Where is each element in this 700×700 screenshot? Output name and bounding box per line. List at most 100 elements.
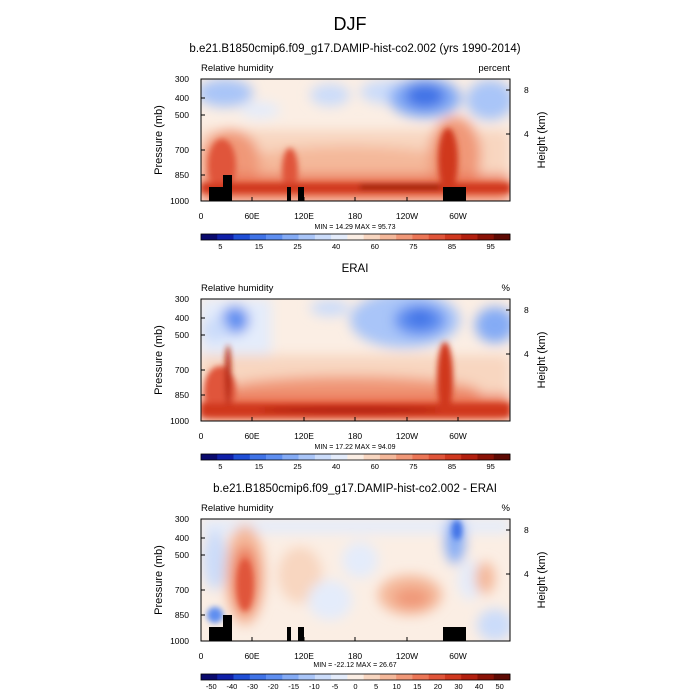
colorbar-tick-label: 60 bbox=[371, 462, 379, 471]
heatmap-field bbox=[201, 79, 510, 201]
colorbar-swatch bbox=[444, 674, 462, 680]
colorbar-tick-label: 5 bbox=[218, 242, 222, 251]
x-tick-label: 60E bbox=[244, 651, 259, 661]
panel-2: b.e21.B1850cmip6.f09_g17.DAMIP-hist-co2.… bbox=[153, 483, 548, 691]
colorbar-swatch bbox=[249, 674, 267, 680]
colorbar-swatch bbox=[379, 234, 397, 240]
colorbar-tick-label: 75 bbox=[409, 462, 417, 471]
y-axis-title: Pressure (mb) bbox=[153, 545, 165, 615]
stats-label: MIN = 14.29 MAX = 95.73 bbox=[315, 224, 396, 231]
colorbar-tick-label: -20 bbox=[268, 682, 279, 691]
colorbar bbox=[200, 673, 511, 681]
y-right-axis-title: Height (km) bbox=[536, 552, 548, 609]
y-right-tick-label: 4 bbox=[524, 569, 529, 579]
colorbar-swatch bbox=[314, 234, 332, 240]
x-axis: 0 60E 120E 180 120W 60W bbox=[199, 417, 467, 441]
colorbar-swatch bbox=[298, 674, 316, 680]
y-tick-label: 1000 bbox=[170, 636, 189, 646]
colorbar-swatch bbox=[331, 234, 348, 240]
colorbar-swatch bbox=[298, 234, 316, 240]
y-right-tick-label: 8 bbox=[524, 525, 529, 535]
y-axis-left: 300 400 500 700 850 1000 bbox=[170, 514, 205, 646]
x-tick-label: 0 bbox=[199, 431, 204, 441]
colorbar-tick-label: 5 bbox=[374, 682, 378, 691]
y-axis-left: 300 400 500 700 850 1000 bbox=[170, 74, 205, 206]
colorbar-tick-label: -15 bbox=[288, 682, 299, 691]
y-right-axis-title: Height (km) bbox=[536, 332, 548, 389]
colorbar-swatch bbox=[201, 454, 218, 460]
colorbar-tick-label: 5 bbox=[218, 462, 222, 471]
colorbar-tick-label: 15 bbox=[413, 682, 421, 691]
colorbar-swatch bbox=[461, 454, 478, 460]
colorbar-swatch bbox=[233, 234, 251, 240]
variable-label: Relative humidity bbox=[201, 283, 274, 294]
y-tick-label: 850 bbox=[175, 610, 189, 620]
panel-title: b.e21.B1850cmip6.f09_g17.DAMIP-hist-co2.… bbox=[213, 483, 497, 495]
y-tick-label: 700 bbox=[175, 585, 189, 595]
colorbar-swatch bbox=[461, 674, 478, 680]
colorbar-swatch bbox=[347, 234, 364, 240]
colorbar-swatch bbox=[493, 234, 511, 240]
panel-0: b.e21.B1850cmip6.f09_g17.DAMIP-hist-co2.… bbox=[153, 43, 548, 251]
colorbar-swatch bbox=[461, 234, 478, 240]
colorbar-swatch bbox=[396, 454, 413, 460]
colorbar-frame bbox=[200, 453, 511, 461]
x-tick-label: 60W bbox=[449, 651, 466, 661]
colorbar-tick-label: 40 bbox=[475, 682, 483, 691]
x-tick-label: 120W bbox=[396, 211, 418, 221]
colorbar-tick-label: 60 bbox=[371, 242, 379, 251]
colorbar-tick-label: 25 bbox=[293, 462, 301, 471]
colorbar-frame bbox=[200, 233, 511, 241]
y-axis-right: 8 4 bbox=[506, 525, 529, 579]
colorbar-tick-label: -5 bbox=[332, 682, 339, 691]
colorbar-swatch bbox=[493, 454, 511, 460]
colorbar-tick-label: 25 bbox=[293, 242, 301, 251]
x-axis: 0 60E 120E 180 120W 60W bbox=[199, 197, 467, 221]
colorbar-swatch bbox=[266, 454, 283, 460]
colorbar-swatch bbox=[249, 454, 267, 460]
colorbar-swatch bbox=[331, 454, 348, 460]
panel-title: b.e21.B1850cmip6.f09_g17.DAMIP-hist-co2.… bbox=[189, 43, 520, 55]
y-tick-label: 400 bbox=[175, 93, 189, 103]
x-tick-label: 0 bbox=[199, 211, 204, 221]
y-tick-label: 850 bbox=[175, 390, 189, 400]
colorbar-tick-label: 95 bbox=[487, 242, 495, 251]
x-tick-label: 180 bbox=[348, 651, 362, 661]
colorbar-swatch bbox=[314, 674, 332, 680]
colorbar-swatch bbox=[201, 674, 218, 680]
x-tick-label: 120W bbox=[396, 651, 418, 661]
colorbar-tick-label: -30 bbox=[247, 682, 258, 691]
y-tick-label: 700 bbox=[175, 145, 189, 155]
y-axis-right: 8 4 bbox=[506, 85, 529, 139]
x-tick-label: 120E bbox=[294, 211, 314, 221]
panel-1: ERAI Relative humidity % bbox=[153, 263, 548, 471]
x-tick-label: 180 bbox=[348, 211, 362, 221]
colorbar-swatch bbox=[428, 674, 446, 680]
colorbar-swatch bbox=[347, 674, 364, 680]
y-right-axis-title: Height (km) bbox=[536, 112, 548, 169]
colorbar-swatch bbox=[298, 454, 316, 460]
units-label: % bbox=[502, 503, 511, 514]
colorbar-tick-label: 40 bbox=[332, 242, 340, 251]
terrain-mask bbox=[209, 615, 466, 641]
y-tick-label: 500 bbox=[175, 330, 189, 340]
colorbar-swatch bbox=[217, 674, 234, 680]
colorbar-tick-label: -50 bbox=[206, 682, 217, 691]
colorbar-tick-label: -10 bbox=[309, 682, 320, 691]
variable-label: Relative humidity bbox=[201, 63, 274, 74]
colorbar-swatch bbox=[412, 454, 429, 460]
colorbar-swatch bbox=[266, 674, 283, 680]
colorbar-swatch bbox=[363, 454, 381, 460]
colorbar-tick-label: 50 bbox=[496, 682, 504, 691]
colorbar-swatch bbox=[428, 454, 446, 460]
units-label: % bbox=[502, 283, 511, 294]
colorbar-swatch bbox=[396, 674, 413, 680]
panel-title: ERAI bbox=[342, 263, 369, 275]
colorbar-tick-label: 40 bbox=[332, 462, 340, 471]
colorbar-tick-label: 85 bbox=[448, 462, 456, 471]
colorbar bbox=[200, 233, 511, 241]
x-tick-label: 60E bbox=[244, 211, 259, 221]
colorbar-tick-label: 0 bbox=[353, 682, 357, 691]
colorbar-swatch bbox=[477, 674, 495, 680]
colorbar-swatch bbox=[282, 454, 299, 460]
